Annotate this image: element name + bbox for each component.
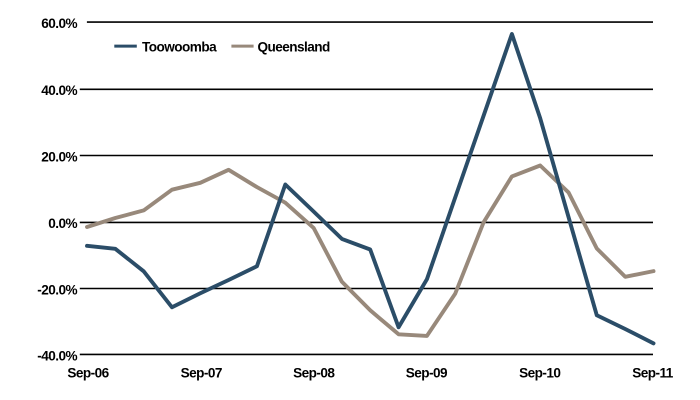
svg-text:60.0%: 60.0%: [41, 16, 77, 31]
svg-text:Sep-08: Sep-08: [293, 365, 335, 380]
svg-text:0.0%: 0.0%: [48, 216, 77, 231]
svg-text:Sep-10: Sep-10: [519, 365, 560, 380]
svg-text:Sep-06: Sep-06: [67, 365, 109, 380]
svg-text:20.0%: 20.0%: [41, 149, 77, 164]
svg-text:-40.0%: -40.0%: [37, 348, 77, 363]
svg-text:40.0%: 40.0%: [41, 83, 77, 98]
svg-text:Toowoomba: Toowoomba: [142, 40, 217, 55]
svg-text:Sep-09: Sep-09: [406, 365, 448, 380]
svg-text:-20.0%: -20.0%: [37, 282, 77, 297]
svg-text:Queensland: Queensland: [258, 40, 331, 55]
svg-text:Sep-11: Sep-11: [632, 365, 674, 380]
svg-text:Sep-07: Sep-07: [181, 365, 222, 380]
